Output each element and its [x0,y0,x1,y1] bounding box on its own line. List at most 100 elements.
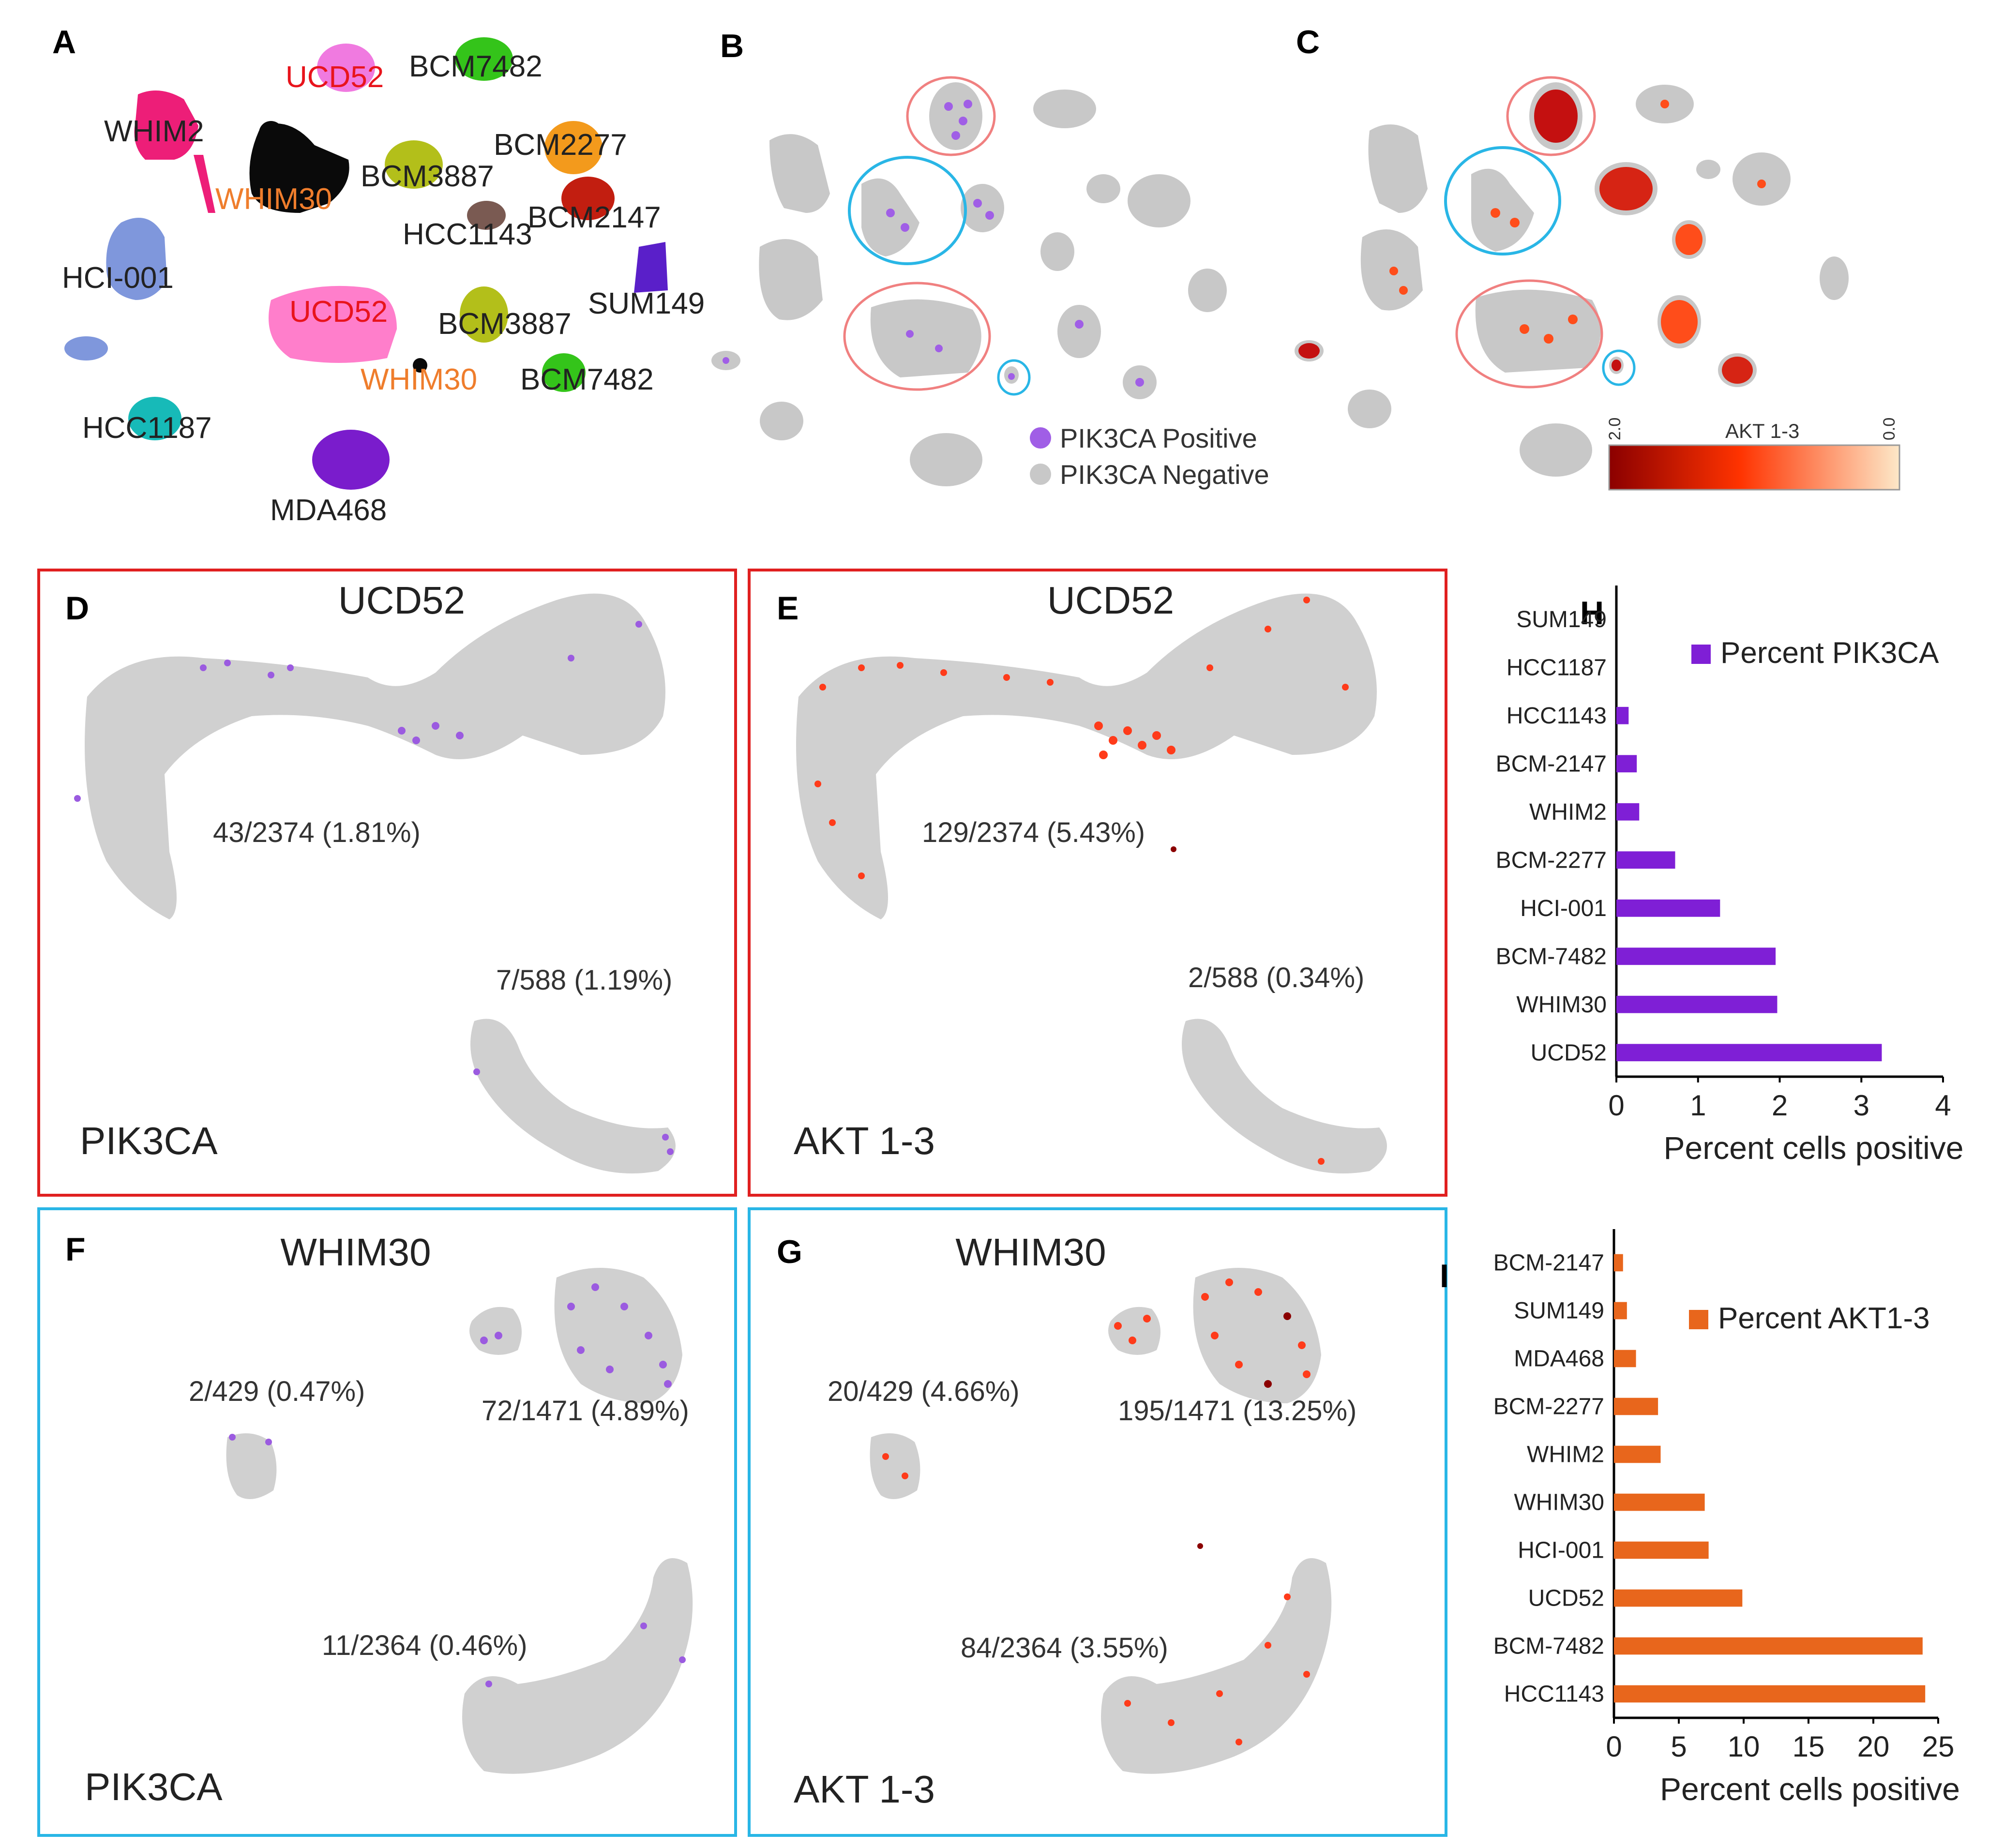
c-highlight-ucd52-top [1506,76,1596,156]
chart-i-bar [1614,1685,1926,1703]
c-expr-15 [1757,180,1766,188]
c-expr-14 [1399,286,1408,295]
panel-letter-f: F [65,1231,86,1268]
d-pos-9 [568,655,574,661]
panel-letter-b: B [720,28,744,64]
chart-i-bar [1614,1350,1636,1367]
chart-h-x-tick-label: 4 [1935,1089,1951,1122]
label-a-bcm2147: BCM2147 [527,201,661,234]
chart-h-category-label: BCM-2147 [1496,751,1607,777]
chart-h-legend-label: Percent PIK3CA [1720,636,1939,670]
panel-d-stat-secondary: 7/588 (1.19%) [496,964,672,996]
chart-h-x-tick-label: 3 [1853,1089,1869,1122]
cluster-a-ucd52-main [269,285,397,363]
g-pos-14 [902,1472,908,1479]
chart-h-bar [1616,803,1640,821]
panel-g-frame [748,1207,1447,1837]
g-pos-12 [1211,1332,1219,1339]
e-pos-7 [1094,721,1103,730]
chart-i-category-label: HCI-001 [1518,1538,1604,1563]
d-pos-8 [456,732,464,739]
panel-letter-i: I [1440,1258,1449,1294]
panel-g-gene-label: AKT 1-3 [794,1768,935,1811]
panel-e-gene-label: AKT 1-3 [794,1119,935,1162]
chart-i-bar [1614,1397,1658,1415]
g-pos-2 [1129,1337,1136,1344]
f-pos-1 [480,1337,488,1344]
b-pos-2 [959,117,967,125]
d-pos-5 [398,727,406,735]
g-pos-1 [1114,1322,1122,1330]
cluster-a-bcm7482-main [542,353,586,392]
panel-f-cluster-bottom [462,1558,693,1774]
c-expr-10 [1520,324,1529,334]
b-pos-5 [886,209,895,217]
chart-i-bar [1614,1493,1705,1511]
panel-f-frame [37,1207,737,1837]
label-a-bcm3887-top: BCM3887 [361,160,494,193]
b-cluster-7 [1128,174,1190,227]
panel-g-stat-bottom: 84/2364 (3.55%) [961,1632,1168,1664]
c-cluster-4 [1471,168,1534,252]
e-pos-10 [1138,741,1146,750]
chart-h-category-label: HCC1143 [1507,703,1607,729]
chart-h-bar [1616,755,1637,773]
f-pos-10 [577,1346,585,1354]
g-pos-9 [1303,1370,1311,1378]
g-pos-6 [1254,1288,1262,1296]
e-pos-3 [897,662,904,669]
c-expr-9 [1510,218,1520,227]
panel-g-cluster-left [870,1433,920,1499]
b-highlight-whim30 [848,156,967,265]
chart-h-category-label: BCM-2277 [1496,847,1607,873]
label-a-ucd52-main: UCD52 [289,295,388,329]
d-pos-13 [662,1134,669,1141]
chart-i-bar [1614,1589,1743,1607]
label-a-bcm2277: BCM2277 [494,128,627,162]
cluster-a-hci001-small [64,336,108,361]
g-pos-18 [1216,1690,1223,1697]
label-a-hci001: HCI-001 [62,261,174,295]
panel-f-stat-bottom: 11/2364 (0.46%) [322,1630,527,1661]
chart-i-category-label: BCM-2277 [1493,1394,1604,1420]
panel-g-stat-top: 195/1471 (13.25%) [1118,1395,1356,1427]
b-cluster-4 [861,178,919,256]
b-cluster-1 [929,82,982,150]
e-pos-9 [1123,726,1132,735]
panel-c-expressing-dots [1298,90,1766,384]
chart-h-category-label: WHIM2 [1529,799,1607,825]
d-pos-14 [667,1148,674,1155]
f-pos-4 [591,1283,599,1291]
b-pos-9 [906,330,914,338]
f-pos-14 [640,1623,647,1629]
panel-f-stat-left: 2/429 (0.47%) [189,1376,365,1407]
e-pos-19 [829,819,836,826]
chart-h-category-label: WHIM30 [1516,992,1607,1018]
chart-i-x-tick-label: 15 [1793,1730,1825,1763]
b-cluster-2 [1033,90,1096,128]
c-cluster-6 [1696,160,1720,179]
g-pos-16 [1124,1700,1131,1707]
chart-h-bar [1616,947,1776,965]
chart-i-bar [1614,1637,1923,1655]
cluster-a-bcm2147 [561,177,615,220]
d-pos-12 [473,1068,480,1075]
chart-i-x-axis-title: Percent cells positive [1660,1771,1960,1807]
e-pos-2 [858,664,865,671]
f-pos-2 [495,1332,502,1339]
chart-h: H SUM149 HCC1187 HCC1143 BCM-2147 WHIM2 BCM-2… [1496,586,1963,1166]
b-pos-14 [723,357,729,364]
chart-i: I BCM-2147 SUM149 MDA468 BCM-2277 WHIM2 WHIM3… [1440,1229,1960,1807]
label-a-sum149: SUM149 [588,287,705,320]
label-a-bcm7482-main: BCM7482 [520,363,654,396]
chart-i-category-label: WHIM30 [1514,1490,1604,1516]
d-pos-1 [200,664,207,671]
cluster-a-bcm3887-top [385,140,443,189]
e-pos-18 [814,781,821,787]
c-highlight-ucd52-main [1455,279,1603,389]
panel-e-positive-dots [814,597,1349,1165]
panel-e-stat-secondary: 2/588 (0.34%) [1188,962,1364,993]
b-pos-10 [935,345,943,352]
cluster-a-bcm3887-main [460,286,508,343]
